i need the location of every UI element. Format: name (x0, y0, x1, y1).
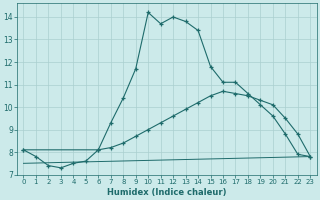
X-axis label: Humidex (Indice chaleur): Humidex (Indice chaleur) (107, 188, 227, 197)
